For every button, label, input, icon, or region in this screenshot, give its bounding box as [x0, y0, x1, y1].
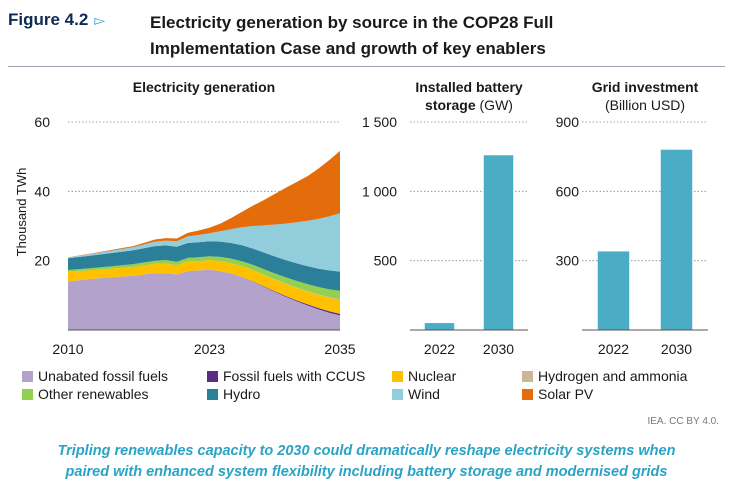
battery-bar-2030 [483, 155, 514, 330]
figure-title: Electricity generation by source in the … [150, 10, 710, 62]
x-tick-label: 2023 [194, 341, 225, 357]
x-tick-label: 2022 [424, 341, 455, 357]
grid-bar-2022 [597, 251, 630, 330]
battery-bar-2022 [424, 323, 455, 330]
legend-item-wind: Wind [392, 386, 440, 402]
x-tick-label: 2030 [483, 341, 514, 357]
legend-item-hydrogen: Hydrogen and ammonia [522, 368, 687, 384]
area-series-unabated [68, 269, 340, 330]
generation-area-chart: Electricity generation Thousand TWh 20 40 60… [14, 79, 356, 357]
y-tick-label: 1 500 [362, 114, 397, 130]
legend-swatch [392, 370, 403, 382]
legend-label: Other renewables [38, 386, 149, 402]
legend-label: Hydro [223, 386, 261, 402]
caption-line1: Tripling renewables capacity to 2030 cou… [57, 443, 676, 459]
y-axis-label: Thousand TWh [14, 168, 29, 257]
figure-label: Figure 4.2 ▻ [8, 10, 105, 30]
header-divider [8, 66, 725, 67]
battery-title-line2: storage (GW) [425, 97, 513, 113]
y-tick-label: 1 000 [362, 183, 397, 199]
legend-label: Nuclear [408, 368, 457, 384]
legend-swatch [22, 388, 33, 400]
legend-swatch [207, 388, 218, 400]
area-series-hydro [68, 241, 340, 291]
legend-swatch [522, 370, 533, 382]
triangle-arrow-icon: ▻ [94, 12, 106, 28]
battery-title-bold: storage [425, 97, 479, 113]
legend-item-other-renewables: Other renewables [22, 386, 149, 402]
y-tick-label: 40 [34, 183, 50, 199]
y-tick-label: 600 [556, 183, 580, 199]
y-tick-label: 300 [556, 253, 580, 269]
x-tick-label: 2010 [52, 341, 83, 357]
grid-title-line2: (Billion USD) [605, 97, 685, 113]
legend-label: Hydrogen and ammonia [538, 368, 688, 384]
y-tick-label: 20 [34, 253, 50, 269]
y-tick-label: 60 [34, 114, 50, 130]
legend-item-solar: Solar PV [522, 386, 593, 402]
area-series-wind [68, 213, 340, 272]
grid-bar-2030 [660, 149, 693, 330]
x-tick-label: 2022 [598, 341, 629, 357]
legend-item-ccus: Fossil fuels with CCUS [207, 368, 365, 384]
legend: Unabated fossil fuels Fossil fuels with … [22, 366, 722, 406]
legend-label: Fossil fuels with CCUS [223, 368, 366, 384]
area-series-solar [68, 150, 340, 258]
y-tick-label: 900 [556, 114, 580, 130]
legend-swatch [22, 370, 33, 382]
legend-item-nuclear: Nuclear [392, 368, 456, 384]
figure-number: Figure 4.2 [8, 10, 89, 29]
legend-item-hydro: Hydro [207, 386, 260, 402]
source-credit: IEA. CC BY 4.0. [647, 416, 719, 427]
figure-caption: Tripling renewables capacity to 2030 cou… [0, 441, 733, 483]
figure-title-line1: Electricity generation by source in the … [150, 13, 554, 32]
caption-line2: paired with enhanced system flexibility … [65, 464, 668, 480]
legend-label: Wind [408, 386, 440, 402]
x-tick-label: 2035 [324, 341, 355, 357]
grid-bar-chart: Grid investment (Billion USD) 300 600 900 202… [556, 79, 708, 357]
area-series-other_ren [68, 256, 340, 300]
grid-title-unit: (Billion USD) [605, 97, 685, 113]
area-chart-title: Electricity generation [133, 79, 275, 95]
battery-bar-chart: Installed battery storage (GW) 500 1 000 1 5… [362, 79, 528, 357]
area-series-nuclear [68, 260, 340, 314]
legend-label: Solar PV [538, 386, 594, 402]
x-tick-label: 2030 [661, 341, 692, 357]
legend-label: Unabated fossil fuels [38, 368, 168, 384]
y-tick-label: 500 [374, 253, 398, 269]
legend-swatch [207, 370, 218, 382]
figure-title-line2: Implementation Case and growth of key en… [150, 39, 546, 58]
legend-swatch [522, 388, 533, 400]
battery-title-unit: (GW) [480, 97, 513, 113]
battery-title-line1: Installed battery [415, 79, 523, 95]
legend-swatch [392, 388, 403, 400]
grid-title-line1: Grid investment [592, 79, 699, 95]
charts-canvas: Electricity generation Thousand TWh 20 40 60… [14, 79, 708, 357]
legend-item-unabated: Unabated fossil fuels [22, 368, 168, 384]
